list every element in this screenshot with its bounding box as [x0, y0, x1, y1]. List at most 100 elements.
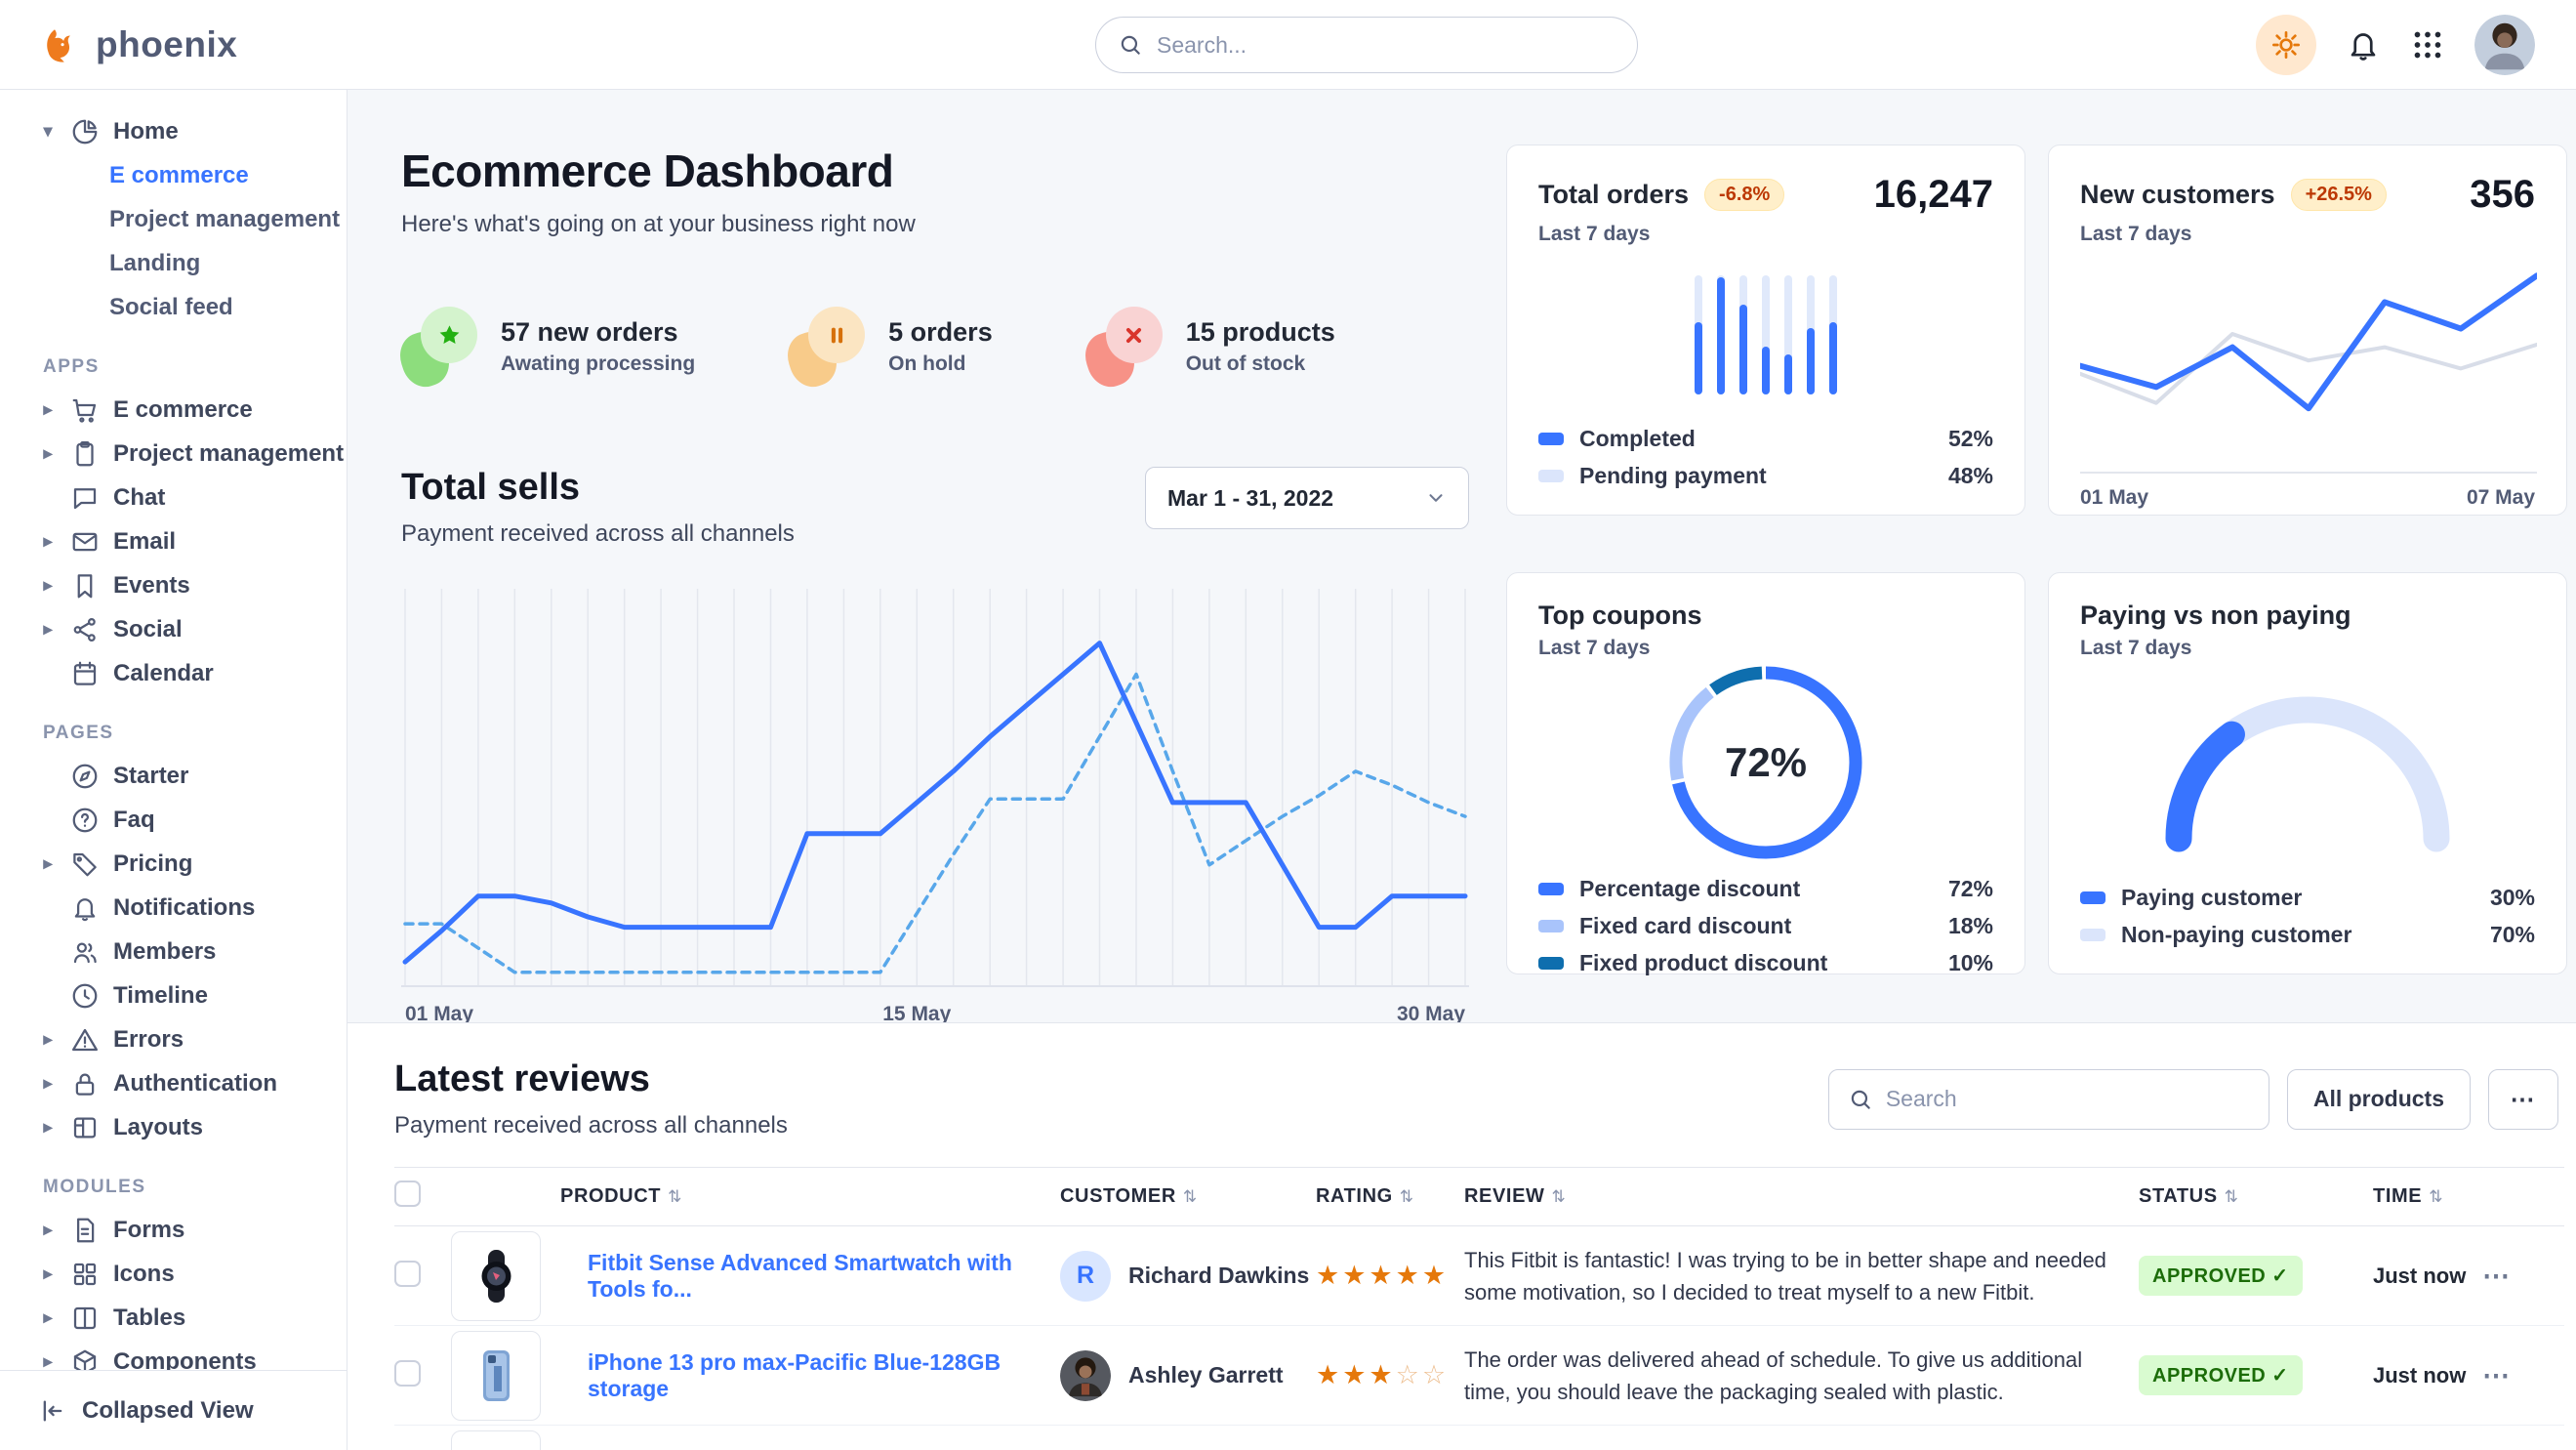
sidebar-item-tables[interactable]: ▸ Tables — [0, 1296, 347, 1340]
sidebar-item-timeline[interactable]: Timeline — [0, 974, 347, 1017]
sidebar-item-label: Forms — [113, 1216, 185, 1243]
product-thumbnail[interactable] — [451, 1429, 541, 1450]
column-header-time[interactable]: TIME ⇅ — [2373, 1167, 2482, 1226]
sidebar-subitem-social-feed[interactable]: Social feed — [109, 293, 233, 320]
stat-sublabel: Out of stock — [1185, 352, 1306, 375]
legend-label: Fixed card discount — [1579, 913, 1792, 938]
sidebar-subitem-landing[interactable]: Landing — [109, 249, 201, 276]
apps-menu-button[interactable] — [2410, 27, 2445, 62]
order-bar — [1695, 274, 1702, 394]
sidebar-section-modules: MODULES — [43, 1177, 146, 1197]
legend-swatch — [1538, 433, 1564, 445]
collapse-sidebar-button[interactable]: Collapsed View — [0, 1370, 347, 1450]
row-menu-button[interactable]: ⋯ — [2482, 1261, 2511, 1291]
sidebar-item-events[interactable]: ▸ Events — [0, 563, 347, 607]
sidebar-item-authentication[interactable]: ▸ Authentication — [0, 1061, 347, 1105]
compass-icon — [70, 762, 100, 791]
global-search[interactable] — [1095, 17, 1638, 73]
reviews-table: PRODUCT ⇅ CUSTOMER ⇅ RATING ⇅ REVIEW ⇅ STATU… — [394, 1167, 2564, 1450]
sort-icon: ⇅ — [1399, 1187, 1414, 1206]
product-link[interactable]: Fitbit Sense Advanced Smartwatch with To… — [588, 1249, 1012, 1302]
sidebar-item-pricing[interactable]: ▸ Pricing — [0, 842, 347, 886]
sidebar-item-components[interactable]: ▸ Components — [0, 1340, 347, 1370]
review-time — [2373, 1425, 2482, 1450]
product-thumbnail[interactable] — [451, 1330, 541, 1421]
sidebar-item-icons[interactable]: ▸ Icons — [0, 1252, 347, 1296]
column-header-status[interactable]: STATUS ⇅ — [2139, 1167, 2373, 1226]
select-all-checkbox[interactable] — [394, 1181, 421, 1207]
tag-icon — [70, 849, 100, 879]
star-icon — [393, 307, 477, 394]
user-avatar[interactable] — [2474, 14, 2535, 75]
reviews-controls: All products ⋯ — [1827, 1068, 2558, 1130]
caret-right-icon: ▸ — [43, 443, 53, 463]
reviews-search-input[interactable] — [1827, 1068, 2269, 1130]
rating-cell: ★★★★★ — [1316, 1225, 1464, 1326]
reviews-search[interactable] — [1827, 1068, 2269, 1130]
stat-value: 15 products — [1185, 317, 1335, 347]
global-search-input[interactable] — [1157, 31, 1615, 59]
column-header-rating[interactable]: RATING ⇅ — [1316, 1167, 1464, 1226]
product-link[interactable]: iPhone 13 pro max-Pacific Blue-128GB sto… — [588, 1348, 1002, 1401]
sidebar-item-faq[interactable]: Faq — [0, 798, 347, 842]
row-checkbox[interactable] — [394, 1359, 421, 1387]
logo-text: phoenix — [96, 23, 238, 64]
orders-bar-chart — [1538, 246, 1993, 415]
sidebar-item-notifications[interactable]: Notifications — [0, 886, 347, 930]
notifications-button[interactable] — [2346, 27, 2381, 62]
row-checkbox[interactable] — [394, 1260, 421, 1287]
sidebar-item-layouts[interactable]: ▸ Layouts — [0, 1105, 347, 1149]
theme-toggle-button[interactable] — [2256, 14, 2316, 75]
svg-text:30 May: 30 May — [1397, 1003, 1465, 1025]
total-sells-header: Total sells Payment received across all … — [401, 467, 1469, 548]
grid-dots-icon — [2414, 31, 2441, 58]
row-menu-button[interactable]: ⋯ — [2482, 1360, 2511, 1390]
sidebar-item-label: Home — [113, 117, 179, 145]
sort-icon: ⇅ — [1182, 1187, 1198, 1206]
card-period: Last 7 days — [2080, 223, 2192, 245]
column-header-review[interactable]: REVIEW ⇅ — [1464, 1167, 2139, 1226]
sidebar-item-chat[interactable]: Chat — [0, 476, 347, 519]
caret-right-icon: ▸ — [43, 1264, 53, 1283]
new-customers-card: New customers +26.5% 356 Last 7 days 01 … — [2048, 145, 2567, 516]
sidebar-item-errors[interactable]: ▸ Errors — [0, 1017, 347, 1061]
sidebar-item-e-commerce[interactable]: ▸ E commerce — [0, 388, 347, 432]
logo[interactable]: phoenix — [41, 24, 237, 65]
stat-sublabel: On hold — [888, 352, 966, 375]
sidebar-item-forms[interactable]: ▸ Forms — [0, 1208, 347, 1252]
sidebar-item-project-management[interactable]: ▸ Project management — [0, 432, 347, 476]
date-range-select[interactable]: Mar 1 - 31, 2022 — [1145, 467, 1469, 529]
legend-swatch — [2080, 929, 2106, 941]
stat-value: 57 new orders — [501, 317, 678, 347]
sort-icon: ⇅ — [1551, 1187, 1567, 1206]
reviews-header: Latest reviews Payment received across a… — [394, 1058, 2564, 1139]
chevron-down-icon — [1429, 494, 1443, 502]
column-header-customer[interactable]: CUSTOMER ⇅ — [1060, 1167, 1316, 1226]
sidebar-item-home[interactable]: ▾ Home — [0, 109, 347, 153]
sidebar-subitem-project-management[interactable]: Project management — [109, 205, 341, 232]
legend-swatch — [1538, 470, 1564, 482]
all-products-button[interactable]: All products — [2286, 1068, 2471, 1130]
card-title: Total orders — [1538, 180, 1690, 209]
rating-cell — [1316, 1425, 1464, 1450]
sidebar-item-members[interactable]: Members — [0, 930, 347, 974]
legend-value: 30% — [2489, 885, 2535, 910]
sidebar-item-label: Project management — [113, 439, 345, 467]
legend-value: 70% — [2489, 922, 2535, 947]
product-thumbnail[interactable] — [451, 1230, 541, 1321]
sidebar-nav: ▾ Home E commerce Project management Landin… — [0, 109, 347, 1370]
legend-value: 52% — [1947, 426, 1993, 451]
bell-icon — [2351, 32, 2376, 61]
customer-avatar — [1060, 1349, 1111, 1401]
column-header-product[interactable]: PRODUCT ⇅ — [560, 1167, 1060, 1226]
sidebar-item-calendar[interactable]: Calendar — [0, 651, 347, 695]
caret-down-icon: ▾ — [43, 121, 53, 141]
sidebar-item-social[interactable]: ▸ Social — [0, 607, 347, 651]
sidebar-subitem-e-commerce[interactable]: E commerce — [109, 161, 249, 188]
more-options-button[interactable]: ⋯ — [2488, 1068, 2558, 1130]
sidebar-item-email[interactable]: ▸ Email — [0, 519, 347, 563]
legend-swatch — [1538, 883, 1564, 895]
sidebar-item-starter[interactable]: Starter — [0, 754, 347, 798]
legend-item-pending-payment: Pending payment 48% — [1538, 463, 1993, 489]
sidebar-item-label: Authentication — [113, 1069, 277, 1097]
